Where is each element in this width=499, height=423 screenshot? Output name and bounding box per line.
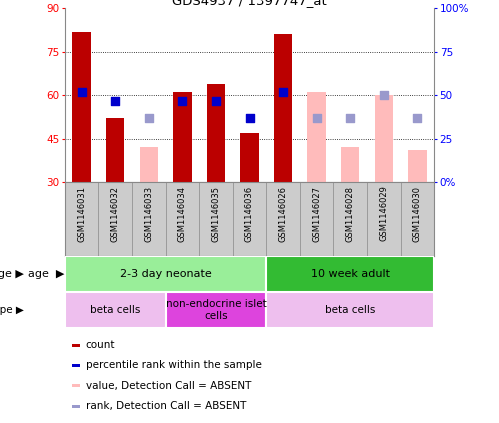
Bar xyxy=(341,147,359,182)
Text: count: count xyxy=(85,340,115,350)
Bar xyxy=(166,292,266,328)
Point xyxy=(279,89,287,96)
Title: GDS4937 / 1397747_at: GDS4937 / 1397747_at xyxy=(172,0,327,7)
Text: GSM1146029: GSM1146029 xyxy=(379,186,388,242)
Bar xyxy=(173,92,192,182)
Bar xyxy=(140,147,158,182)
Point xyxy=(111,98,119,104)
Text: GSM1146031: GSM1146031 xyxy=(77,186,86,242)
Text: GSM1146030: GSM1146030 xyxy=(413,186,422,242)
Text: GSM1146026: GSM1146026 xyxy=(278,186,287,242)
Bar xyxy=(72,32,91,182)
Bar xyxy=(307,92,326,182)
Text: 2-3 day neonate: 2-3 day neonate xyxy=(120,269,212,279)
Point xyxy=(246,115,253,122)
Point xyxy=(313,115,321,122)
Bar xyxy=(207,84,225,182)
Text: GSM1146033: GSM1146033 xyxy=(144,186,153,242)
Point xyxy=(145,115,153,122)
Point xyxy=(413,115,421,122)
Point xyxy=(78,89,86,96)
Bar xyxy=(375,95,393,182)
Bar xyxy=(266,292,434,328)
Point xyxy=(380,92,388,99)
Text: value, Detection Call = ABSENT: value, Detection Call = ABSENT xyxy=(85,381,251,391)
Text: 10 week adult: 10 week adult xyxy=(311,269,390,279)
Bar xyxy=(72,364,80,367)
Text: percentile rank within the sample: percentile rank within the sample xyxy=(85,360,261,371)
Text: cell type ▶: cell type ▶ xyxy=(0,305,24,315)
Text: rank, Detection Call = ABSENT: rank, Detection Call = ABSENT xyxy=(85,401,246,411)
Bar xyxy=(408,150,427,182)
Bar xyxy=(65,256,266,292)
Text: GSM1146036: GSM1146036 xyxy=(245,186,254,242)
Text: GSM1146027: GSM1146027 xyxy=(312,186,321,242)
Text: GSM1146034: GSM1146034 xyxy=(178,186,187,242)
Bar xyxy=(72,343,80,347)
Text: GSM1146035: GSM1146035 xyxy=(212,186,221,242)
Text: beta cells: beta cells xyxy=(90,305,140,315)
Text: age ▶: age ▶ xyxy=(0,269,24,279)
Bar xyxy=(72,384,80,387)
Bar xyxy=(65,292,166,328)
Text: beta cells: beta cells xyxy=(325,305,375,315)
Text: non-endocrine islet
cells: non-endocrine islet cells xyxy=(166,299,266,321)
Bar xyxy=(72,404,80,408)
Point xyxy=(346,115,354,122)
Bar xyxy=(240,133,258,182)
Point xyxy=(178,98,186,104)
Point xyxy=(212,98,220,104)
Bar xyxy=(106,118,124,182)
Text: GSM1146028: GSM1146028 xyxy=(346,186,355,242)
Text: age  ▶: age ▶ xyxy=(28,269,65,279)
Bar xyxy=(274,35,292,182)
Text: GSM1146032: GSM1146032 xyxy=(111,186,120,242)
Bar xyxy=(266,256,434,292)
